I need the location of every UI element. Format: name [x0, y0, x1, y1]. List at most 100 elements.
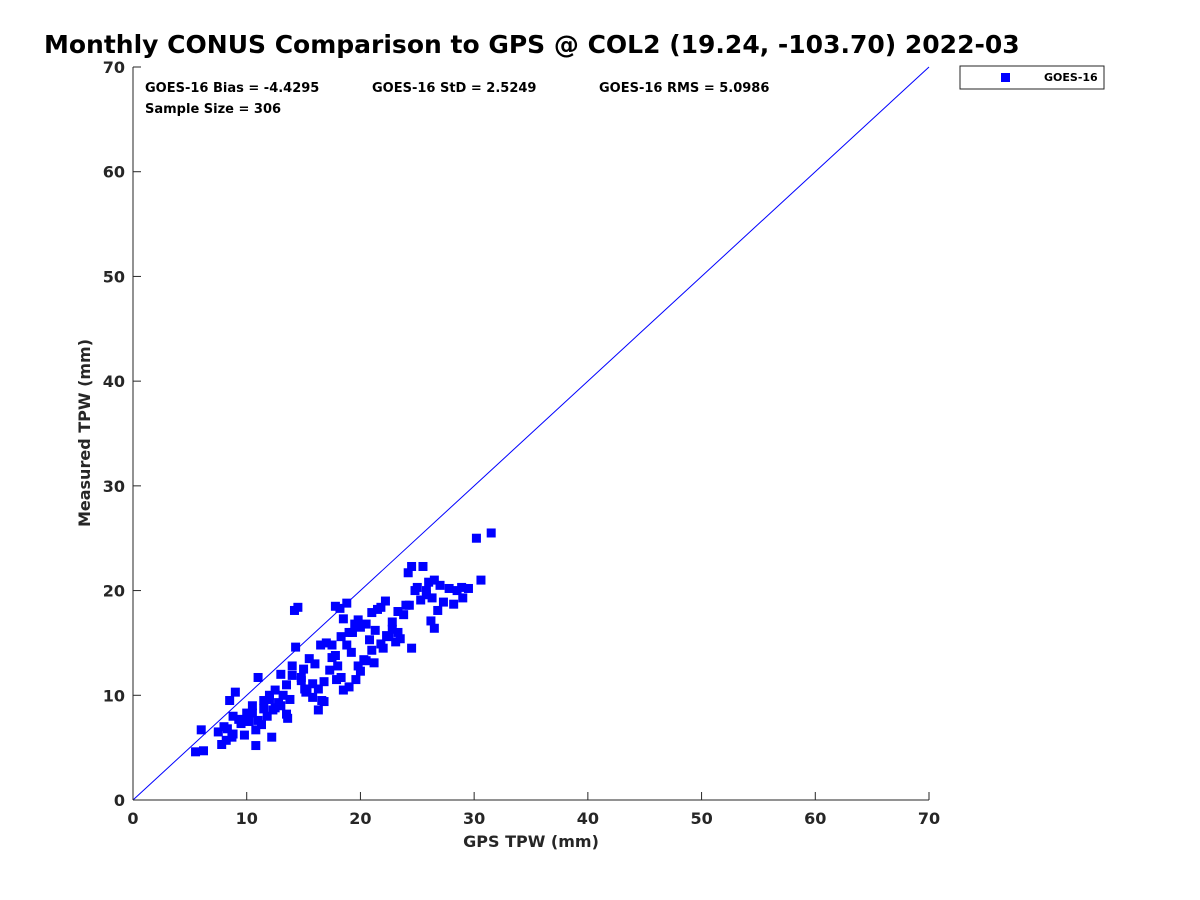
- x-tick-label: 60: [804, 809, 826, 828]
- data-point: [429, 575, 439, 585]
- y-tick-label: 50: [103, 267, 125, 286]
- data-point: [372, 604, 382, 614]
- data-point: [486, 528, 496, 538]
- data-point: [310, 659, 320, 669]
- data-point: [270, 703, 280, 713]
- data-point: [282, 680, 292, 690]
- data-point: [421, 590, 431, 600]
- data-point: [404, 600, 414, 610]
- data-point: [217, 740, 227, 750]
- data-point: [416, 595, 426, 605]
- data-point: [399, 610, 409, 620]
- x-axis-ticks: 0 10 20 30 40 50 60 70: [127, 792, 940, 828]
- data-point: [367, 608, 377, 618]
- data-point: [247, 701, 257, 711]
- data-point: [438, 597, 448, 607]
- data-point: [391, 637, 401, 647]
- data-point: [199, 746, 209, 756]
- rms-stat: GOES-16 RMS = 5.0986: [599, 81, 769, 96]
- one-to-one-reference-line: [132, 66, 930, 801]
- data-point: [463, 583, 473, 593]
- data-point: [316, 640, 326, 650]
- bias-stat: GOES-16 Bias = -4.4295: [145, 81, 319, 96]
- data-point: [435, 580, 445, 590]
- data-point: [304, 654, 314, 664]
- data-point: [313, 705, 323, 715]
- data-point: [344, 682, 354, 692]
- data-point: [376, 639, 386, 649]
- data-point: [387, 624, 397, 634]
- data-point: [296, 672, 306, 682]
- data-point: [221, 735, 231, 745]
- legend-box: [959, 65, 1105, 90]
- data-point: [317, 696, 327, 706]
- x-tick-label: 50: [690, 809, 712, 828]
- data-point: [287, 670, 297, 680]
- data-point: [228, 711, 238, 721]
- data-point: [259, 696, 269, 706]
- data-point: [213, 727, 223, 737]
- data-point: [276, 701, 286, 711]
- data-point: [299, 664, 309, 674]
- data-point: [225, 696, 235, 706]
- data-point: [319, 677, 329, 687]
- data-point: [346, 647, 356, 657]
- data-point: [444, 583, 454, 593]
- data-point: [338, 685, 348, 695]
- data-point: [410, 586, 420, 596]
- data-point: [458, 593, 468, 603]
- data-point: [407, 643, 417, 653]
- data-point: [336, 632, 346, 642]
- x-tick-label: 30: [463, 809, 485, 828]
- data-point: [259, 704, 269, 714]
- data-point: [355, 622, 365, 632]
- data-point: [264, 694, 274, 704]
- chart-title: Monthly CONUS Comparison to GPS @ COL2 (…: [44, 30, 1020, 59]
- x-tick-label: 70: [918, 809, 940, 828]
- y-tick-label: 10: [103, 686, 125, 705]
- legend: GOES-16: [959, 65, 1105, 90]
- x-tick-label: 0: [127, 809, 138, 828]
- legend-marker: [1001, 73, 1010, 82]
- data-point: [278, 690, 288, 700]
- data-point: [285, 694, 295, 704]
- data-point: [407, 561, 417, 571]
- data-point: [239, 730, 249, 740]
- data-point: [291, 642, 301, 652]
- data-point: [236, 719, 246, 729]
- data-point: [433, 605, 443, 615]
- data-point: [313, 684, 323, 694]
- y-tick-label: 30: [103, 477, 125, 496]
- data-point: [253, 715, 263, 725]
- data-point: [427, 593, 437, 603]
- y-axis-ticks: 0 10 20 30 40 50 60 70: [103, 58, 141, 810]
- data-point: [196, 725, 206, 735]
- y-tick-label: 70: [103, 58, 125, 77]
- data-point: [242, 708, 252, 718]
- data-point: [429, 623, 439, 633]
- sample-size-stat: Sample Size = 306: [145, 102, 281, 117]
- data-point: [244, 716, 254, 726]
- data-point: [369, 658, 379, 668]
- data-point: [330, 650, 340, 660]
- x-tick-label: 40: [577, 809, 599, 828]
- data-point: [247, 708, 257, 718]
- y-tick-label: 20: [103, 582, 125, 601]
- data-point: [370, 625, 380, 635]
- data-point: [251, 725, 261, 735]
- data-point: [355, 666, 365, 676]
- data-point: [330, 601, 340, 611]
- data-point: [353, 615, 363, 625]
- data-point: [403, 568, 413, 578]
- data-point: [270, 685, 280, 695]
- std-stat: GOES-16 StD = 2.5249: [372, 81, 536, 96]
- data-point: [342, 598, 352, 608]
- data-point: [342, 640, 352, 650]
- data-point: [325, 665, 335, 675]
- data-point: [289, 605, 299, 615]
- data-point: [418, 561, 428, 571]
- data-points: [191, 528, 496, 757]
- data-point: [267, 732, 277, 742]
- data-point: [424, 577, 434, 587]
